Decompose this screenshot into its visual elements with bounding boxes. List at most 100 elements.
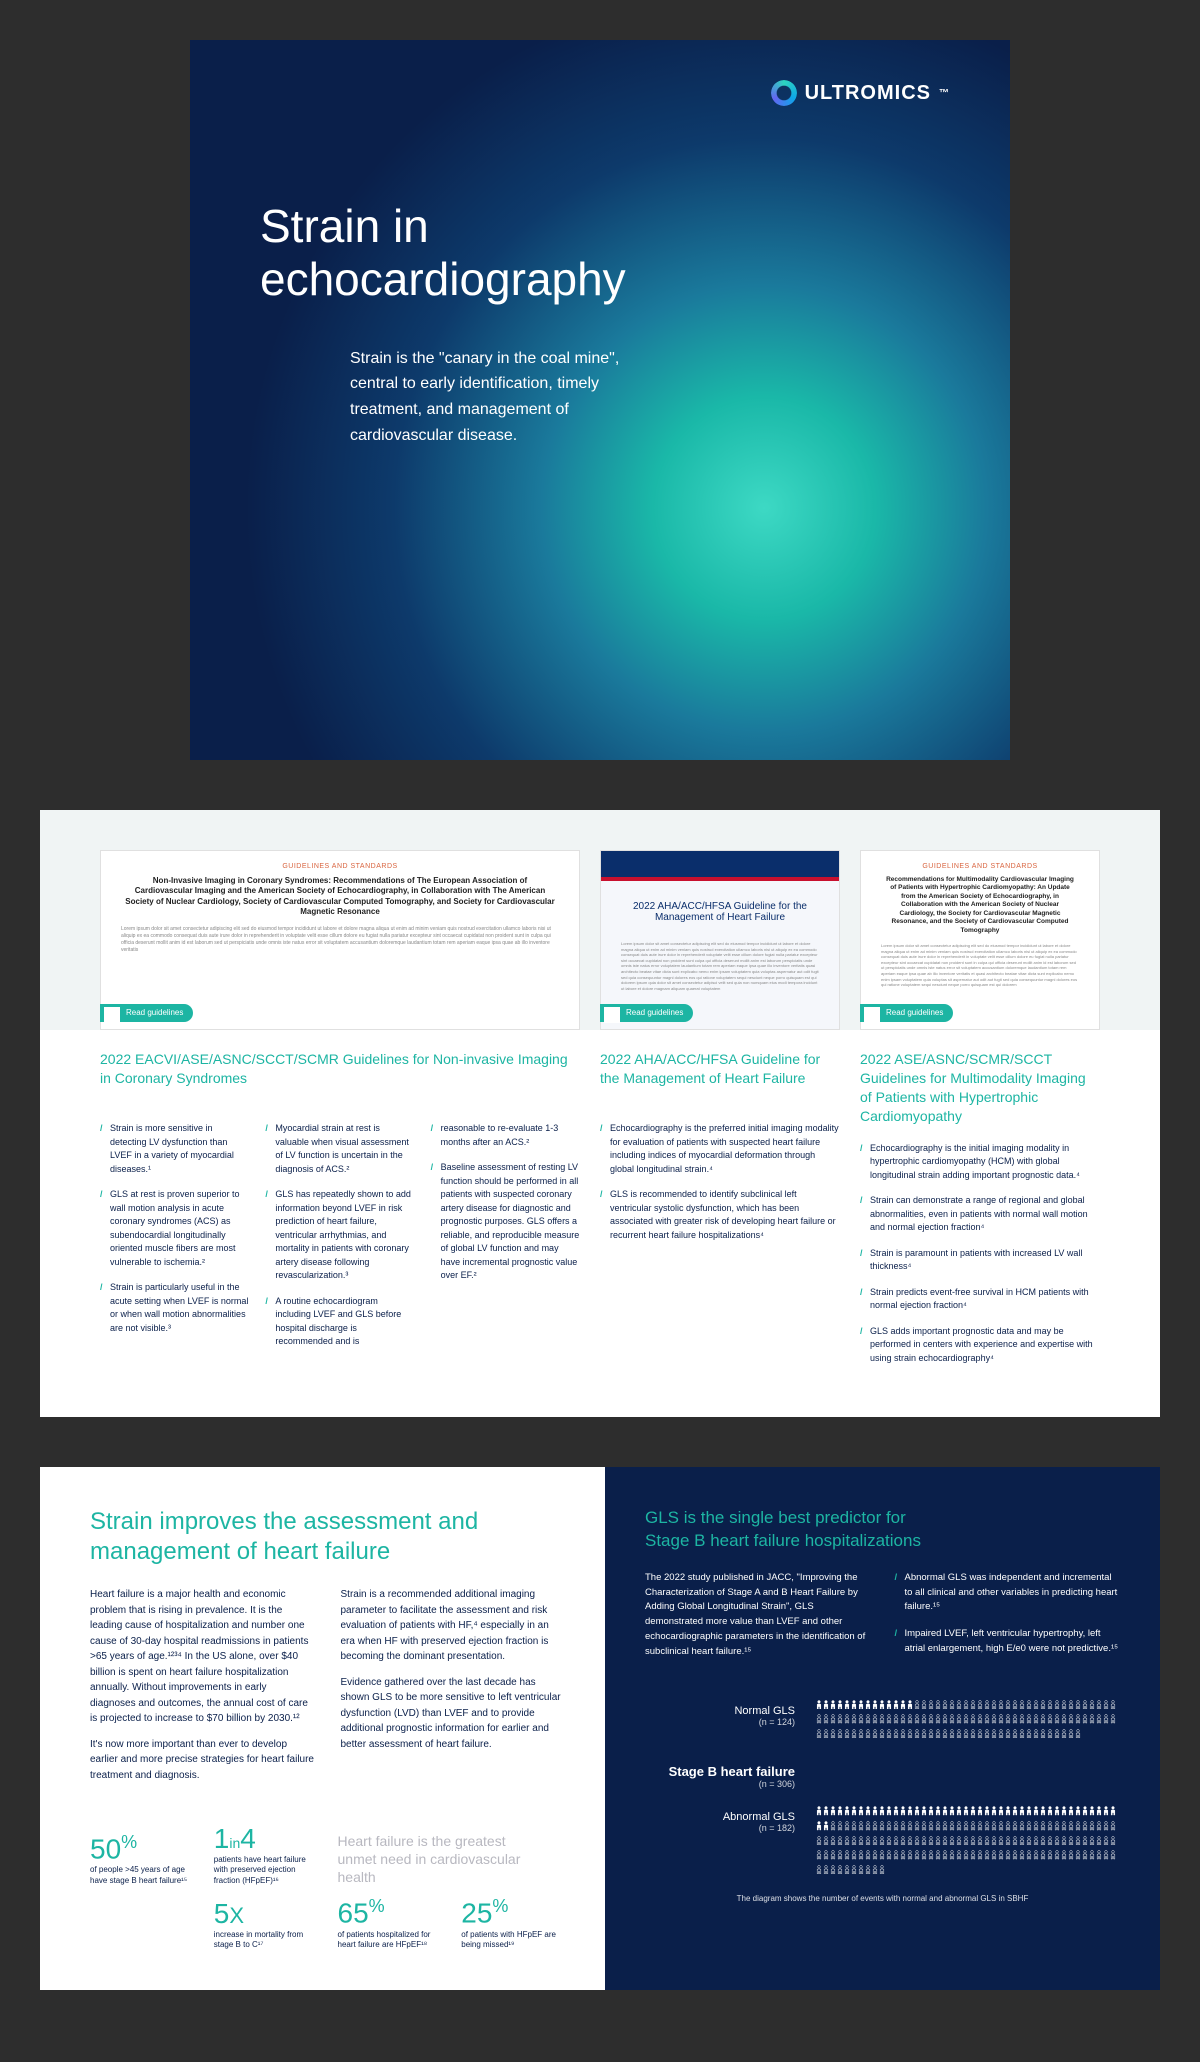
person-icon <box>816 1850 822 1860</box>
person-icon <box>837 1714 843 1724</box>
person-icon <box>970 1806 976 1816</box>
person-icon <box>963 1729 969 1739</box>
person-icon <box>900 1700 906 1710</box>
person-icon <box>1054 1729 1060 1739</box>
person-icon <box>1103 1821 1109 1831</box>
person-icon <box>977 1714 983 1724</box>
person-icon <box>1012 1806 1018 1816</box>
person-icon <box>1096 1836 1102 1846</box>
person-icon <box>942 1729 948 1739</box>
person-icon <box>956 1714 962 1724</box>
person-icon <box>1096 1700 1102 1710</box>
cover-page: ULTROMICS™ Strain in echocardiography St… <box>190 40 1010 760</box>
person-icon <box>879 1729 885 1739</box>
person-icon <box>1110 1850 1116 1860</box>
person-icon <box>1110 1821 1116 1831</box>
person-icon <box>893 1729 899 1739</box>
person-icon <box>851 1850 857 1860</box>
qr-code-icon <box>864 1007 880 1023</box>
person-icon <box>907 1714 913 1724</box>
person-icon <box>991 1836 997 1846</box>
read-guidelines-badge[interactable]: Read guidelines <box>100 1004 193 1022</box>
person-icon <box>984 1700 990 1710</box>
person-icon <box>1019 1700 1025 1710</box>
person-icon <box>1068 1806 1074 1816</box>
person-icon <box>830 1700 836 1710</box>
person-icon <box>858 1700 864 1710</box>
person-icon <box>928 1714 934 1724</box>
person-icon <box>851 1821 857 1831</box>
person-icon <box>1096 1806 1102 1816</box>
person-icon <box>1103 1714 1109 1724</box>
person-icon <box>837 1836 843 1846</box>
person-icon <box>1019 1729 1025 1739</box>
doc-title: Recommendations for Multimodality Cardio… <box>873 876 1087 935</box>
person-icon <box>949 1836 955 1846</box>
person-icon <box>1075 1836 1081 1846</box>
person-icon <box>858 1865 864 1875</box>
person-icon <box>837 1700 843 1710</box>
person-icon <box>907 1821 913 1831</box>
person-icon <box>998 1714 1004 1724</box>
person-icon <box>872 1836 878 1846</box>
person-icon <box>963 1806 969 1816</box>
person-icon <box>991 1821 997 1831</box>
person-icon <box>1061 1700 1067 1710</box>
stat-5x: 5X increase in mortality from stage B to… <box>214 1898 318 1951</box>
person-icon <box>914 1700 920 1710</box>
guideline-point: GLS at rest is proven superior to wall m… <box>100 1188 249 1269</box>
person-icon <box>1026 1729 1032 1739</box>
person-icon <box>1047 1850 1053 1860</box>
guideline-point: Strain can demonstrate a range of region… <box>860 1194 1100 1235</box>
person-icon <box>991 1806 997 1816</box>
guideline-point: Echocardiography is the preferred initia… <box>600 1122 840 1176</box>
person-icon <box>893 1836 899 1846</box>
person-icon <box>949 1700 955 1710</box>
person-icon <box>1033 1821 1039 1831</box>
person-icon <box>837 1865 843 1875</box>
person-icon <box>872 1714 878 1724</box>
person-icon <box>851 1836 857 1846</box>
person-icon <box>900 1806 906 1816</box>
person-icon <box>928 1850 934 1860</box>
person-icon <box>865 1821 871 1831</box>
person-icon <box>921 1836 927 1846</box>
person-icon <box>823 1714 829 1724</box>
person-icon <box>1089 1806 1095 1816</box>
person-icon <box>970 1836 976 1846</box>
person-icon <box>844 1850 850 1860</box>
read-guidelines-badge[interactable]: Read guidelines <box>860 1004 953 1022</box>
person-icon <box>1047 1700 1053 1710</box>
person-icon <box>956 1821 962 1831</box>
person-icon <box>1026 1850 1032 1860</box>
person-icon <box>886 1714 892 1724</box>
person-icon <box>991 1700 997 1710</box>
person-icon <box>1040 1850 1046 1860</box>
person-icon <box>865 1836 871 1846</box>
person-icon <box>1005 1700 1011 1710</box>
person-icon <box>823 1850 829 1860</box>
read-guidelines-badge[interactable]: Read guidelines <box>600 1004 693 1022</box>
person-icon <box>935 1729 941 1739</box>
person-icon <box>816 1806 822 1816</box>
person-icon <box>893 1714 899 1724</box>
person-icon <box>830 1865 836 1875</box>
person-icon <box>1026 1806 1032 1816</box>
person-icon <box>942 1714 948 1724</box>
person-icon <box>1033 1729 1039 1739</box>
person-icon <box>1068 1821 1074 1831</box>
person-icon <box>816 1714 822 1724</box>
person-icon <box>879 1836 885 1846</box>
person-icon <box>928 1836 934 1846</box>
person-icon <box>1033 1714 1039 1724</box>
person-icon <box>1068 1700 1074 1710</box>
cover-subtitle: Strain is the "canary in the coal mine",… <box>350 346 650 448</box>
person-icon <box>1026 1836 1032 1846</box>
person-icon <box>1040 1806 1046 1816</box>
person-icon <box>851 1700 857 1710</box>
person-icon <box>1047 1836 1053 1846</box>
person-icon <box>816 1836 822 1846</box>
person-icon <box>928 1700 934 1710</box>
guideline-column-title: 2022 AHA/ACC/HFSA Guideline for the Mana… <box>600 1050 840 1106</box>
person-icon <box>984 1821 990 1831</box>
